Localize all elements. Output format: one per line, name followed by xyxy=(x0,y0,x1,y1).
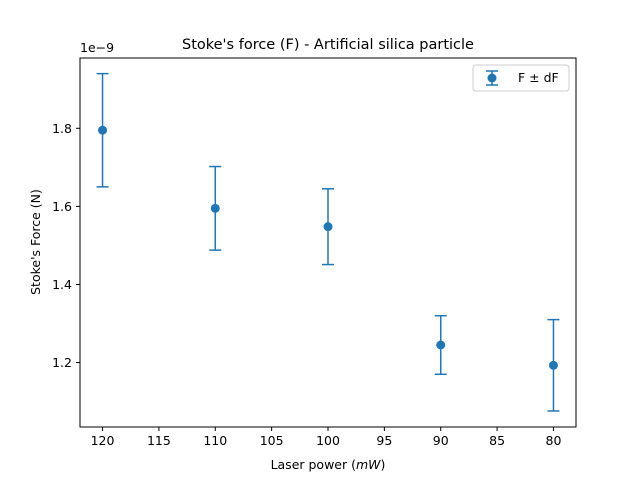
x-tick-label: 115 xyxy=(147,433,171,448)
data-point xyxy=(436,340,446,350)
data-point-group xyxy=(209,165,222,251)
legend-point xyxy=(487,73,497,83)
data-point xyxy=(548,360,558,370)
data-point-group xyxy=(96,72,109,188)
x-tick-label: 85 xyxy=(489,433,505,448)
data-point-group xyxy=(434,314,447,376)
x-tick-label: 80 xyxy=(546,433,562,448)
data-point-group xyxy=(547,318,560,412)
data-point-group xyxy=(322,188,334,266)
y-tick-label: 1.8 xyxy=(52,121,72,136)
data-point xyxy=(323,222,333,232)
y-tick-label: 1.2 xyxy=(52,355,72,370)
legend-label: F ± dF xyxy=(518,70,559,85)
x-tick-label: 120 xyxy=(91,433,115,448)
legend-marker xyxy=(486,70,498,86)
legend: F ± dF xyxy=(472,64,570,92)
y-axis: 1.2 1.4 1.6 1.8 xyxy=(52,121,80,370)
x-axis: 120 115 110 105 100 95 90 85 80 xyxy=(91,427,562,448)
data-point xyxy=(98,125,108,135)
y-tick-label: 1.6 xyxy=(52,199,72,214)
x-tick-label: 95 xyxy=(376,433,392,448)
chart-title: Stoke's force (F) - Artificial silica pa… xyxy=(182,37,474,53)
x-tick-label: 90 xyxy=(433,433,449,448)
x-tick-label: 100 xyxy=(316,433,340,448)
y-scale-label: 1e−9 xyxy=(80,40,114,55)
y-tick-label: 1.4 xyxy=(52,277,72,292)
data-series xyxy=(96,72,560,412)
y-axis-label: Stoke's Force (N) xyxy=(28,189,43,295)
x-tick-label: 105 xyxy=(260,433,284,448)
x-axis-label: Laser power (mW) xyxy=(271,457,386,472)
x-tick-label: 110 xyxy=(203,433,227,448)
data-point xyxy=(210,203,220,213)
